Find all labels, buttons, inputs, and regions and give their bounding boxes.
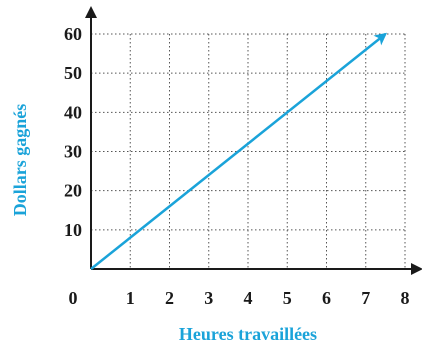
x-tick-label: 7: [361, 288, 370, 308]
y-axis-title: Dollars gagnés: [10, 104, 30, 217]
series-line: [90, 32, 388, 270]
axes: [85, 6, 422, 275]
x-axis-title: Heures travaillées: [179, 324, 317, 344]
x-tick-label: 1: [126, 288, 135, 308]
x-tick-label: 4: [244, 288, 253, 308]
tick-labels: 1 2 3 4 5 6 7 8 10 20 30 40 50 60: [64, 24, 410, 308]
y-tick-label: 10: [64, 220, 82, 240]
gridlines: [91, 33, 406, 269]
x-tick-label: 3: [204, 288, 213, 308]
x-tick-label: 2: [165, 288, 174, 308]
y-tick-label: 30: [64, 142, 82, 162]
y-tick-label: 50: [64, 63, 82, 83]
y-tick-label: 20: [64, 181, 82, 201]
y-tick-label: 40: [64, 102, 82, 122]
series-layer: [90, 32, 388, 270]
y-tick-label: 60: [64, 24, 82, 44]
x-tick-label: 8: [401, 288, 410, 308]
x-tick-label: 6: [322, 288, 331, 308]
x-tick-label: 5: [283, 288, 292, 308]
origin-label: 0: [69, 288, 78, 308]
